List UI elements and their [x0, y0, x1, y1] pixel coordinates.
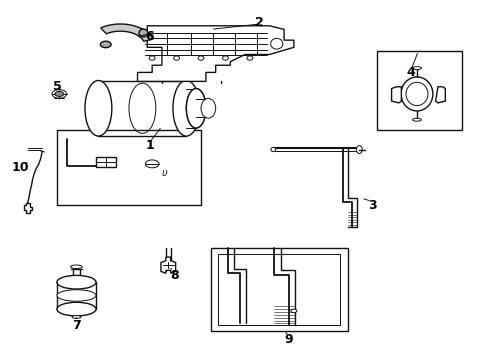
Ellipse shape: [247, 56, 253, 60]
Polygon shape: [436, 87, 445, 103]
Polygon shape: [24, 203, 32, 213]
Polygon shape: [138, 26, 294, 81]
Bar: [96, 157, 117, 167]
Ellipse shape: [406, 82, 428, 105]
Ellipse shape: [413, 118, 421, 121]
Ellipse shape: [198, 56, 204, 60]
Ellipse shape: [186, 89, 206, 128]
Ellipse shape: [291, 309, 297, 313]
Text: 2: 2: [255, 16, 264, 29]
Ellipse shape: [139, 29, 148, 37]
Ellipse shape: [173, 81, 200, 136]
Ellipse shape: [71, 265, 82, 269]
Ellipse shape: [72, 316, 81, 319]
Ellipse shape: [100, 41, 111, 48]
Polygon shape: [100, 24, 153, 41]
Ellipse shape: [52, 90, 67, 98]
Ellipse shape: [149, 56, 155, 60]
Text: υ: υ: [162, 168, 167, 178]
Ellipse shape: [57, 290, 96, 301]
Bar: [211, 248, 347, 330]
Ellipse shape: [85, 81, 112, 136]
Text: 3: 3: [368, 199, 376, 212]
Text: 6: 6: [146, 30, 154, 43]
Ellipse shape: [270, 39, 283, 49]
Text: 8: 8: [170, 269, 178, 282]
Ellipse shape: [201, 98, 216, 118]
Ellipse shape: [173, 56, 179, 60]
Ellipse shape: [186, 89, 206, 128]
Text: 5: 5: [52, 80, 61, 93]
Ellipse shape: [413, 67, 421, 69]
Ellipse shape: [146, 160, 159, 168]
Polygon shape: [392, 87, 401, 103]
Ellipse shape: [57, 302, 96, 316]
Polygon shape: [161, 257, 175, 273]
Text: 10: 10: [11, 161, 29, 174]
Ellipse shape: [222, 56, 228, 60]
Ellipse shape: [57, 275, 96, 289]
Ellipse shape: [356, 145, 362, 153]
Bar: [377, 51, 463, 130]
Text: 1: 1: [146, 139, 154, 152]
Ellipse shape: [55, 91, 64, 96]
Polygon shape: [57, 130, 201, 205]
Text: 9: 9: [285, 333, 294, 346]
Ellipse shape: [401, 77, 433, 111]
Ellipse shape: [271, 147, 276, 152]
Bar: [218, 253, 340, 325]
Text: 4: 4: [407, 66, 416, 79]
Text: 7: 7: [72, 319, 81, 332]
